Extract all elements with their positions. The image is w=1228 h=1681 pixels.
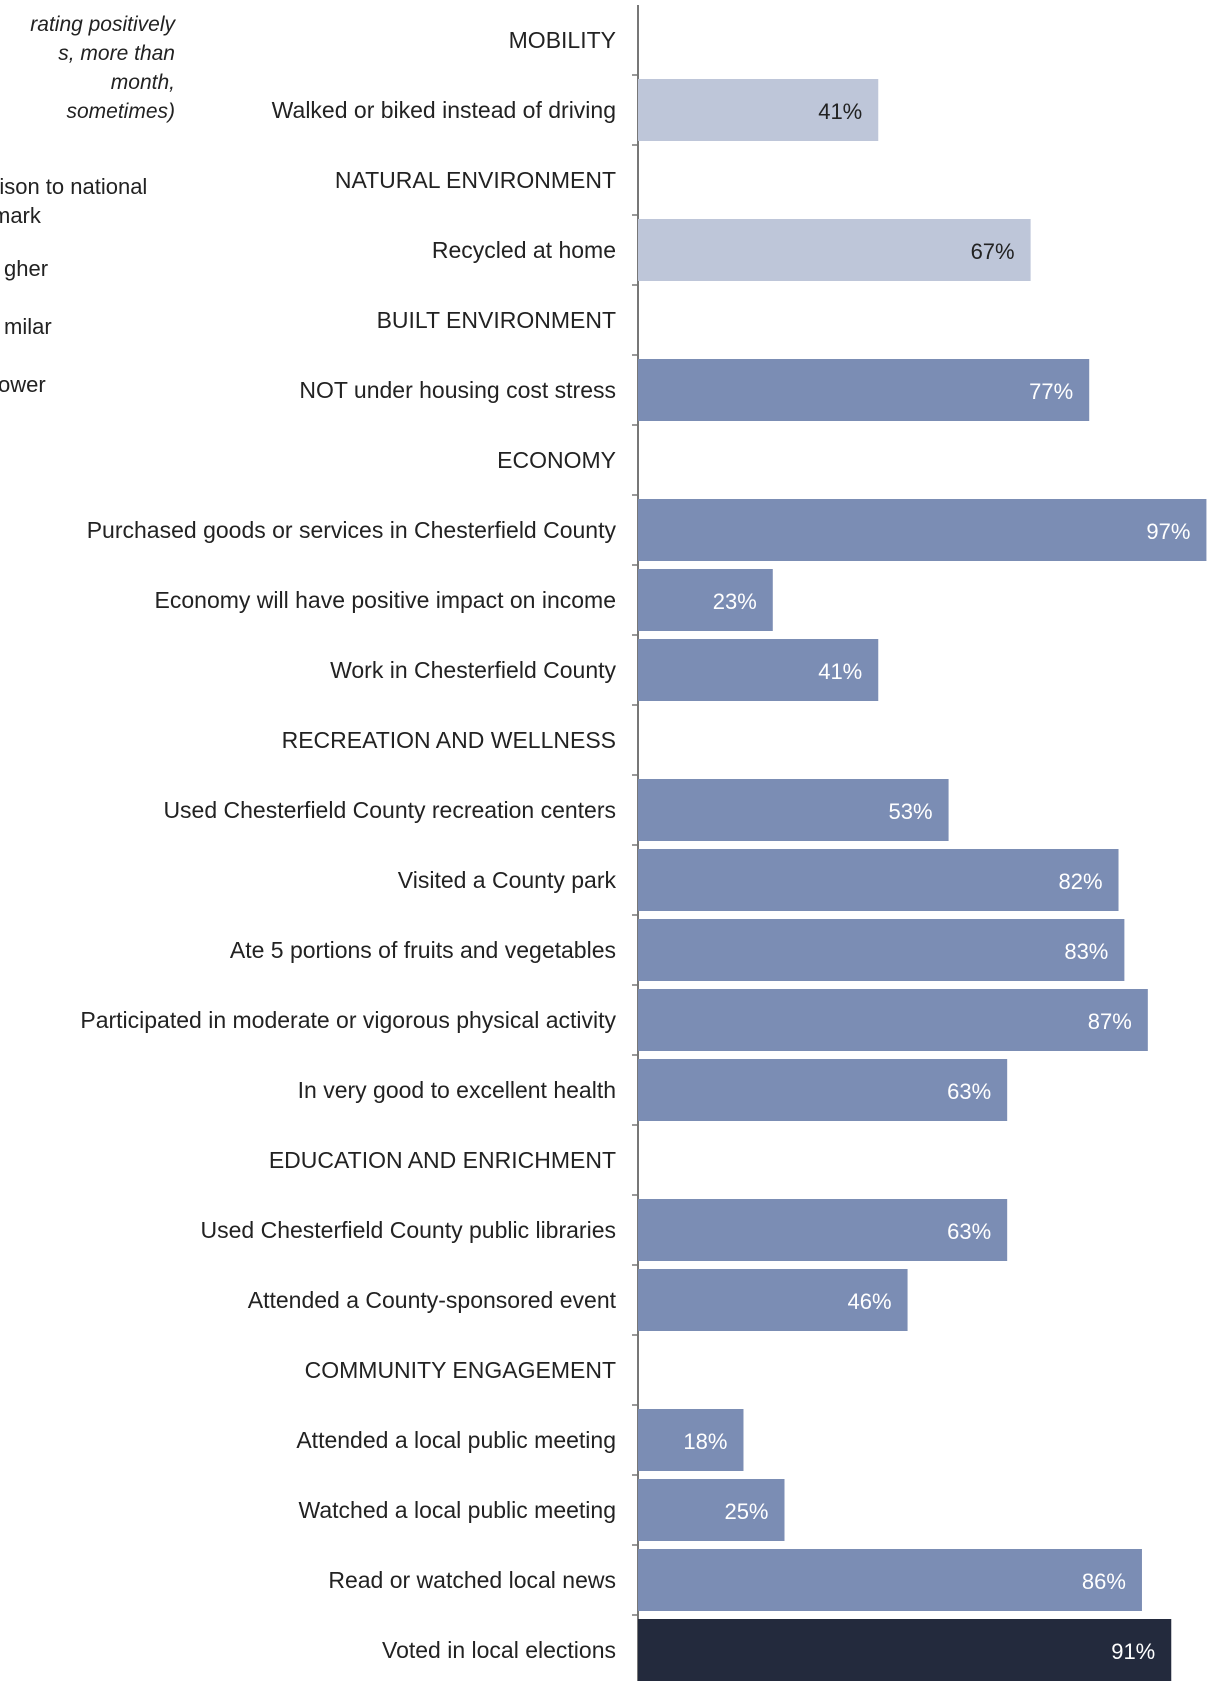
data-label: 25% [724,1499,768,1524]
bar [638,359,1090,421]
category-label: Ate 5 portions of fruits and vegetables [230,937,616,963]
category-label: Attended a County-sponsored event [248,1287,617,1313]
section-header-label: RECREATION AND WELLNESS [282,727,616,753]
category-label: Work in Chesterfield County [330,657,616,683]
data-label: 46% [848,1289,892,1314]
legend: rating positively s, more than month, so… [0,0,230,420]
bar [638,779,949,841]
bar [638,849,1119,911]
bar [638,989,1148,1051]
category-label: Read or watched local news [328,1567,616,1593]
category-label: In very good to excellent health [298,1077,616,1103]
data-label: 87% [1088,1009,1132,1034]
legend-note-line: month, [110,71,175,94]
legend-note-line: rating positively [30,13,175,36]
section-header-label: BUILT ENVIRONMENT [377,307,616,333]
data-label: 63% [947,1079,991,1104]
category-label: Watched a local public meeting [299,1497,617,1523]
data-label: 53% [889,799,933,824]
data-label: 91% [1111,1639,1155,1664]
section-header-label: EDUCATION AND ENRICHMENT [269,1147,616,1173]
bar [638,219,1031,281]
data-label: 86% [1082,1569,1126,1594]
category-label: Recycled at home [432,237,616,263]
data-label: 18% [683,1429,727,1454]
bar [638,1479,785,1541]
section-header-label: MOBILITY [509,27,616,53]
bar [638,1059,1008,1121]
bar [638,1549,1142,1611]
data-label: 97% [1146,519,1190,544]
bar [638,1619,1172,1681]
data-label: 67% [971,239,1015,264]
category-label: Voted in local elections [382,1637,616,1663]
legend-note: rating positively s, more than month, so… [0,10,230,126]
category-label: Economy will have positive impact on inc… [155,587,616,613]
category-label: NOT under housing cost stress [299,377,616,403]
category-label: Walked or biked instead of driving [272,97,616,123]
legend-note-line: s, more than [58,42,175,65]
category-label: Purchased goods or services in Chesterfi… [87,517,617,543]
legend-level-higher: gher [4,256,49,281]
legend-comparison-line: rison to national [0,174,148,199]
legend-level-lower: ower [0,372,46,397]
bar [638,639,879,701]
category-label: Used Chesterfield County public librarie… [201,1217,616,1243]
section-header-label: COMMUNITY ENGAGEMENT [305,1357,616,1383]
category-label: Attended a local public meeting [296,1427,616,1453]
bar [638,499,1207,561]
data-label: 41% [818,659,862,684]
section-header-label: NATURAL ENVIRONMENT [335,167,616,193]
data-label: 63% [947,1219,991,1244]
data-label: 77% [1029,379,1073,404]
bar [638,1409,744,1471]
bar [638,569,773,631]
bar [638,79,879,141]
data-label: 82% [1058,869,1102,894]
category-label: Participated in moderate or vigorous phy… [80,1007,616,1033]
legend-comparison: rison to national mark [0,172,147,230]
data-label: 41% [818,99,862,124]
category-label: Visited a County park [398,867,617,893]
category-label: Used Chesterfield County recreation cent… [163,797,616,823]
data-label: 83% [1064,939,1108,964]
legend-note-line: sometimes) [66,100,175,123]
legend-level-similar: milar [4,314,52,339]
legend-comparison-line: mark [0,203,41,228]
bar [638,919,1125,981]
bar [638,1269,908,1331]
section-header-label: ECONOMY [497,447,616,473]
data-label: 23% [713,589,757,614]
bar [638,1199,1008,1261]
